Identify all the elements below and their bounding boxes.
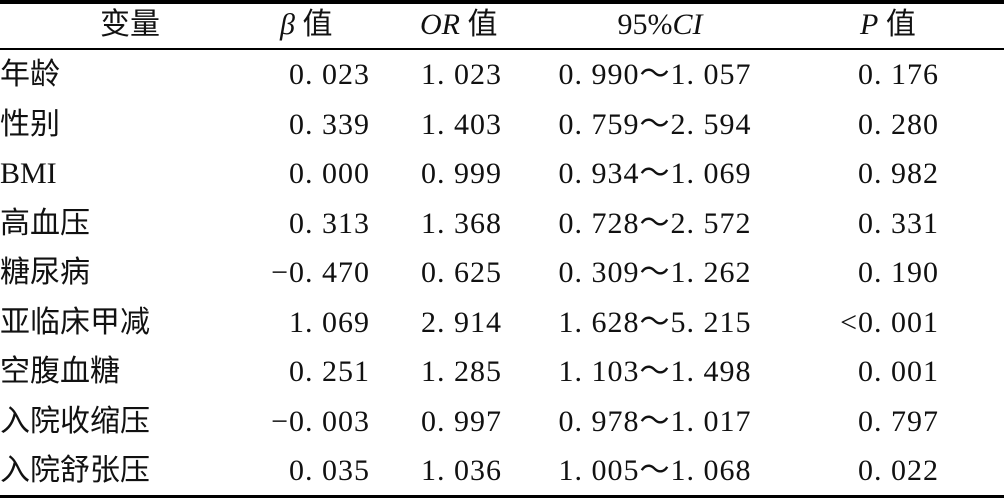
header-ci-prefix: 95%: [617, 8, 673, 41]
cell-beta: 0. 000: [289, 157, 370, 190]
header-or-suffix: 值: [460, 8, 498, 41]
cell-or: 0. 999: [421, 157, 502, 190]
cell-beta: 0. 251: [289, 355, 370, 388]
cell-ci: 0. 934～1. 069: [558, 157, 752, 190]
cell-beta: 0. 023: [289, 58, 370, 91]
cell-beta: −0. 470: [271, 256, 370, 289]
cell-variable: 空腹血糖: [0, 355, 120, 388]
cell-variable: 高血压: [0, 206, 90, 240]
cell-beta: 1. 069: [289, 305, 370, 339]
cell-variable: 糖尿病: [0, 256, 90, 289]
cell-beta: 0. 035: [289, 454, 370, 487]
header-or: OR 值: [420, 0, 540, 50]
cell-p: <0. 001: [840, 305, 939, 339]
table-row: 糖尿病 −0. 470 0. 625 0. 309～1. 262 0. 190: [0, 248, 1004, 298]
cell-beta: 0. 339: [289, 107, 370, 141]
cell-variable: 入院收缩压: [0, 404, 150, 438]
cell-ci: 1. 628～5. 215: [558, 305, 752, 339]
table-header-row: 变量 β 值 OR 值 95%CI P 值: [0, 0, 1004, 50]
cell-ci: 0. 759～2. 594: [558, 107, 752, 141]
cell-or: 1. 036: [421, 454, 502, 487]
header-ci-symbol: CI: [672, 8, 703, 41]
table-row: 空腹血糖 0. 251 1. 285 1. 103～1. 498 0. 001: [0, 347, 1004, 397]
header-ci: 95%CI: [560, 0, 760, 50]
header-p-symbol: P: [860, 8, 879, 41]
table-row: 年龄 0. 023 1. 023 0. 990～1. 057 0. 176: [0, 50, 1004, 100]
cell-variable: 年龄: [0, 58, 60, 91]
header-beta-suffix: 值: [294, 8, 333, 41]
cell-beta: −0. 003: [271, 404, 370, 438]
table-row: 亚临床甲减 1. 069 2. 914 1. 628～5. 215 <0. 001: [0, 298, 1004, 348]
cell-or: 0. 625: [421, 256, 502, 289]
table-bottom-rule: [0, 495, 1004, 498]
cell-or: 0. 997: [421, 404, 502, 438]
cell-ci: 1. 005～1. 068: [558, 454, 752, 487]
cell-variable: 亚临床甲减: [0, 305, 150, 339]
table-header-rule: [0, 48, 1004, 50]
table-row: 性别 0. 339 1. 403 0. 759～2. 594 0. 280: [0, 100, 1004, 150]
cell-variable: 性别: [0, 107, 60, 141]
cell-beta: 0. 313: [289, 206, 370, 240]
table-row: BMI 0. 000 0. 999 0. 934～1. 069 0. 982: [0, 149, 1004, 199]
cell-p: 0. 797: [858, 404, 939, 438]
cell-p: 0. 280: [858, 107, 939, 141]
table-row: 高血压 0. 313 1. 368 0. 728～2. 572 0. 331: [0, 199, 1004, 249]
header-or-symbol: OR: [420, 8, 460, 41]
cell-ci: 0. 309～1. 262: [558, 256, 752, 289]
cell-ci: 0. 990～1. 057: [558, 58, 752, 91]
cell-or: 1. 023: [421, 58, 502, 91]
cell-ci: 0. 728～2. 572: [558, 206, 752, 240]
cell-p: 0. 331: [858, 206, 939, 240]
cell-or: 1. 403: [421, 107, 502, 141]
header-p-suffix: 值: [878, 8, 916, 41]
cell-p: 0. 190: [858, 256, 939, 289]
header-beta: β 值: [280, 0, 400, 50]
cell-ci: 1. 103～1. 498: [558, 355, 752, 388]
table-row: 入院收缩压 −0. 003 0. 997 0. 978～1. 017 0. 797: [0, 397, 1004, 447]
cell-or: 1. 285: [421, 355, 502, 388]
cell-variable: 入院舒张压: [0, 454, 150, 487]
table-top-rule: [0, 0, 1004, 4]
cell-p: 0. 982: [858, 157, 939, 190]
header-p: P 值: [860, 0, 980, 50]
cell-or: 2. 914: [421, 305, 502, 339]
cell-p: 0. 022: [858, 454, 939, 487]
cell-variable: BMI: [0, 157, 57, 190]
table-row: 入院舒张压 0. 035 1. 036 1. 005～1. 068 0. 022: [0, 446, 1004, 496]
cell-p: 0. 001: [858, 355, 939, 388]
cell-ci: 0. 978～1. 017: [558, 404, 752, 438]
header-variable: 变量: [100, 8, 160, 41]
cell-p: 0. 176: [858, 58, 939, 91]
cell-or: 1. 368: [421, 206, 502, 240]
header-beta-symbol: β: [280, 8, 295, 41]
